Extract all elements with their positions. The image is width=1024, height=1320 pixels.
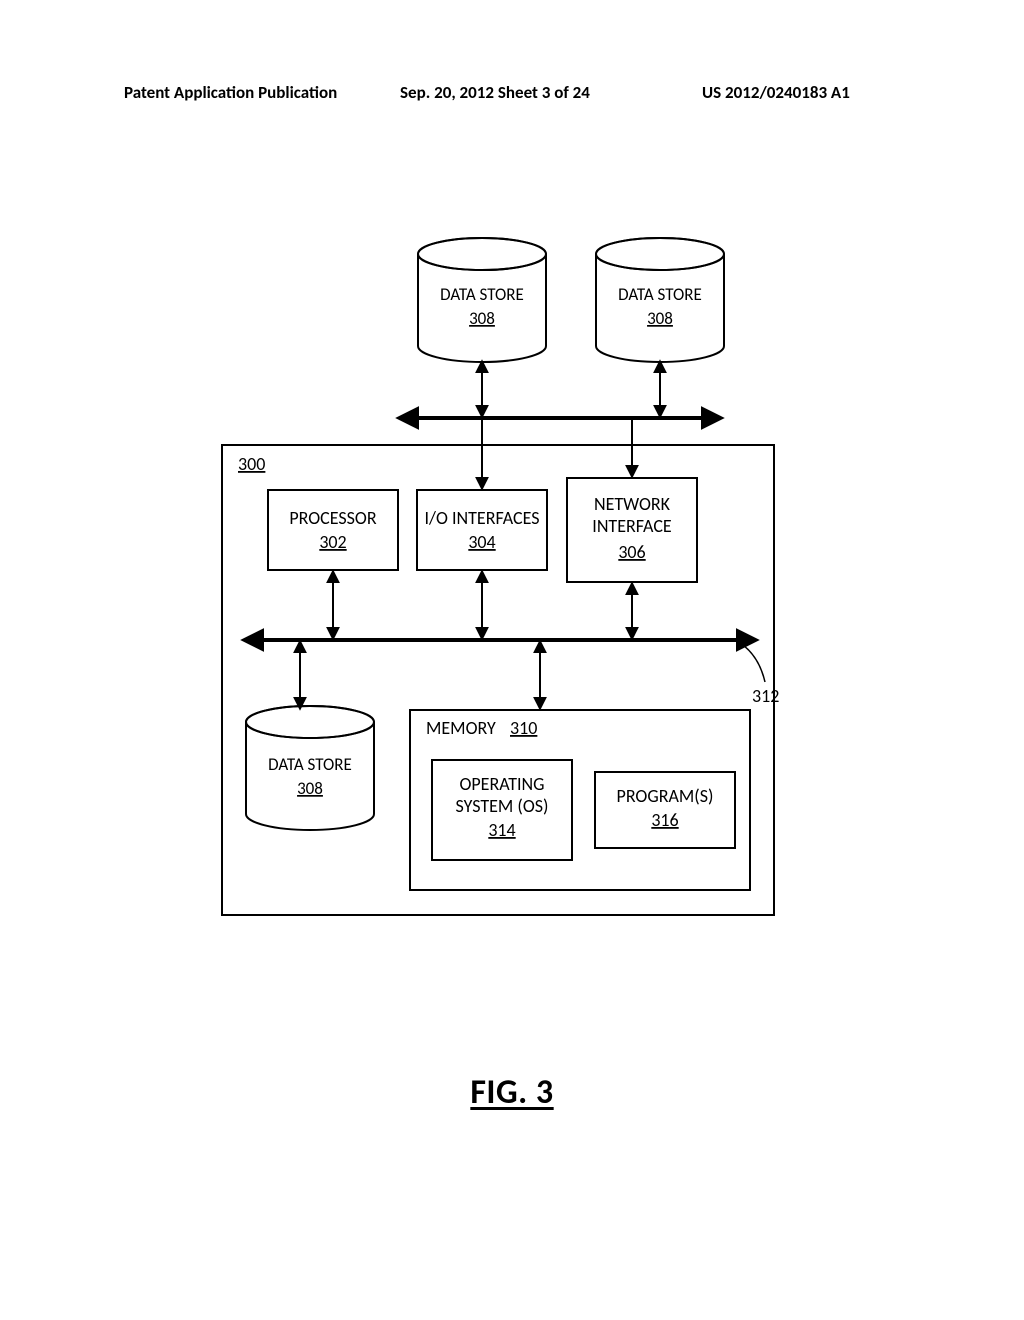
datastore-top-right-label: DATA STORE [618, 284, 702, 305]
network-label2: INTERFACE [592, 515, 672, 537]
processor-box: PROCESSOR 302 [268, 490, 398, 570]
processor-num: 302 [319, 531, 346, 553]
processor-label: PROCESSOR [289, 507, 376, 529]
page: Patent Application Publication Sep. 20, … [0, 0, 1024, 1320]
system-ref-300: 300 [238, 453, 265, 475]
io-label: I/O INTERFACES [425, 507, 540, 529]
io-box: I/O INTERFACES 304 [417, 490, 547, 570]
memory-num: 310 [510, 717, 537, 739]
os-label1: OPERATING [459, 773, 544, 795]
bus-ref-312: 312 [752, 685, 779, 707]
network-box: NETWORK INTERFACE 306 [567, 478, 697, 582]
programs-num: 316 [651, 809, 678, 831]
bus-312-lead [735, 640, 765, 682]
os-label2: SYSTEM (OS) [456, 795, 549, 817]
datastore-top-right-num: 308 [647, 308, 673, 329]
programs-label: PROGRAM(S) [617, 785, 714, 807]
datastore-cylinder-top-left: DATA STORE 308 [418, 238, 546, 362]
diagram: DATA STORE 308 DATA STORE 308 300 [0, 0, 1024, 1105]
os-box: OPERATING SYSTEM (OS) 314 [432, 760, 572, 860]
datastore-top-left-num: 308 [469, 308, 495, 329]
io-num: 304 [468, 531, 495, 553]
datastore-cylinder-top-right: DATA STORE 308 [596, 238, 724, 362]
memory-label: MEMORY [426, 717, 496, 739]
programs-box: PROGRAM(S) 316 [595, 772, 735, 848]
datastore-inside-label: DATA STORE [268, 754, 352, 775]
network-label1: NETWORK [594, 493, 671, 515]
datastore-top-left-label: DATA STORE [440, 284, 524, 305]
datastore-inside-num: 308 [297, 778, 323, 799]
datastore-cylinder-inside: DATA STORE 308 [246, 706, 374, 830]
network-num: 306 [618, 541, 645, 563]
os-num: 314 [488, 819, 515, 841]
